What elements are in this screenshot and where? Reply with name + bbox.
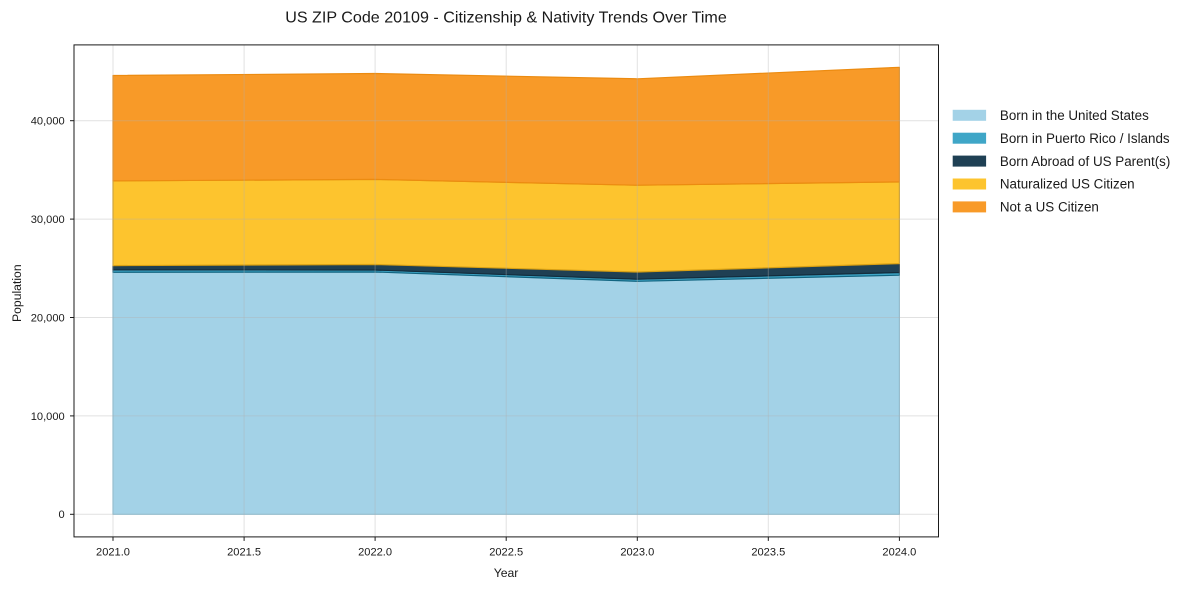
svg-text:2021.5: 2021.5 <box>227 546 261 558</box>
svg-text:Born in Puerto Rico / Islands: Born in Puerto Rico / Islands <box>1000 131 1170 146</box>
svg-text:2021.0: 2021.0 <box>96 546 130 558</box>
svg-text:2023.5: 2023.5 <box>751 546 785 558</box>
svg-text:Born Abroad of US Parent(s): Born Abroad of US Parent(s) <box>1000 154 1170 169</box>
svg-text:10,000: 10,000 <box>31 411 65 423</box>
svg-text:2022.0: 2022.0 <box>358 546 392 558</box>
svg-text:Population: Population <box>10 264 24 322</box>
svg-text:20,000: 20,000 <box>31 312 65 324</box>
svg-text:40,000: 40,000 <box>31 116 65 128</box>
svg-text:Born in the United States: Born in the United States <box>1000 108 1149 123</box>
svg-text:2022.5: 2022.5 <box>489 546 523 558</box>
svg-text:2024.0: 2024.0 <box>882 546 916 558</box>
svg-text:US ZIP Code 20109 - Citizenshi: US ZIP Code 20109 - Citizenship & Nativi… <box>285 9 727 27</box>
svg-text:Not a US Citizen: Not a US Citizen <box>1000 200 1099 215</box>
svg-text:Year: Year <box>494 566 519 580</box>
svg-text:2023.0: 2023.0 <box>620 546 654 558</box>
svg-text:30,000: 30,000 <box>31 214 65 226</box>
svg-text:0: 0 <box>59 509 65 521</box>
svg-text:Naturalized US Citizen: Naturalized US Citizen <box>1000 177 1135 192</box>
